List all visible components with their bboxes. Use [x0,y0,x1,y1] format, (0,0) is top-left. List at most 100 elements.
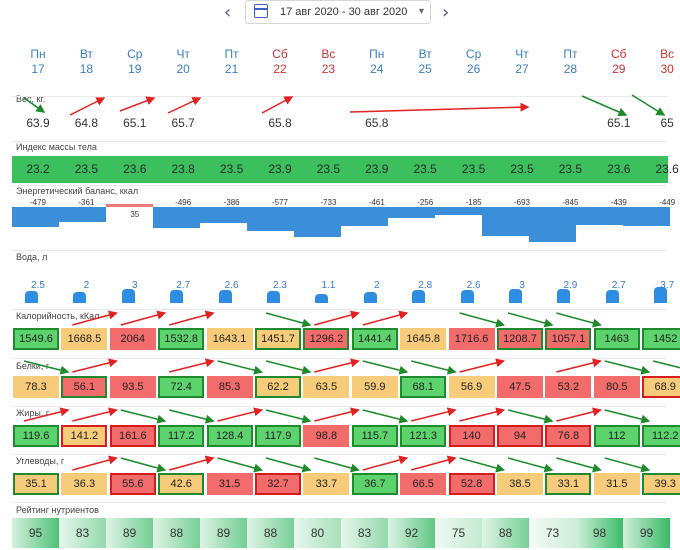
water-bar [25,290,38,303]
water-value: 2.7 [176,280,191,291]
day-number: 24 [370,62,384,76]
water-value: 2.9 [563,280,578,291]
carbs-cell: 36.3 [61,473,108,495]
trend-down-arrow [507,457,554,473]
trend-up-arrow [556,358,602,373]
fat-cell: 117.9 [255,425,301,447]
water-value: 3.7 [660,280,675,291]
calories-cell: 1643.1 [206,328,253,350]
trend-up-arrow [349,102,530,113]
energy-value: -733 [320,198,337,207]
bmi-value: 23.6 [607,162,631,176]
water-bar [170,289,184,303]
trend-down-arrow [411,360,457,375]
day-number: 23 [321,62,336,76]
water-value: 3 [519,280,525,291]
trend-down-arrow [507,409,554,424]
date-range-picker[interactable]: 17 авг 2020 - 30 авг 2020 ▾ [245,0,431,24]
trend-up-arrow [459,407,506,422]
weight-value: 63.9 [26,116,50,130]
calendar-icon [254,4,268,18]
water-value: 2.7 [611,280,626,291]
rating-cell: 83 [341,518,388,548]
fat-cell: 141.2 [61,425,108,447]
water-bar [509,289,522,303]
energy-section-label: Энергетический баланс, ккал [16,186,139,196]
energy-bar [200,207,247,223]
rating-cell: 73 [529,518,576,548]
calories-section-label: Калорийность, кКал [16,311,100,321]
day-number: 26 [466,62,481,76]
day-number: 27 [515,62,529,76]
date-navigator: ‹ 17 авг 2020 - 30 авг 2020 ▾ › [0,0,680,30]
bmi-section-label: Индекс массы тела [16,142,97,152]
energy-bar [529,207,576,242]
weight-value: 65 [660,116,674,130]
day-name: Сб [611,47,627,61]
weight-value: 65.7 [171,116,195,130]
carbs-cell: 33.7 [303,473,350,495]
bmi-band [12,156,668,183]
carbs-cell: 33.1 [545,473,592,495]
water-bar [218,290,232,303]
calories-cell: 1532.8 [158,328,205,350]
water-bar [605,289,619,303]
carbs-cell: 52.8 [448,473,495,495]
day-number: 21 [224,62,239,76]
bmi-value: 23.5 [74,162,99,176]
bmi-value: 23.5 [558,162,583,176]
divider [12,141,667,142]
carbs-section-label: Углеводы, г [16,456,65,466]
rating-cell: 80 [294,518,341,548]
water-bar [121,289,135,303]
rating-cell: 92 [388,518,435,548]
chevron-right-icon[interactable]: › [442,2,450,23]
protein-cell: 56.1 [61,376,108,398]
rating-cell: 89 [106,518,153,548]
bmi-value: 23.5 [316,162,341,176]
energy-bar [623,207,670,226]
trend-up-arrow [120,310,167,326]
water-bar [315,294,329,303]
energy-value: -439 [610,198,627,207]
calories-cell: 1716.6 [448,328,495,350]
trend-up-arrow [72,407,118,422]
water-value: 1.1 [321,280,336,291]
trend-up-arrow [556,407,602,422]
trend-down-arrow [120,409,167,424]
trend-down-arrow [120,457,167,473]
fat-cell: 94 [497,425,543,447]
water-bar [654,287,668,303]
energy-bar [482,207,529,236]
day-number: 25 [418,62,432,76]
energy-bar [576,207,623,226]
trend-down-arrow [604,457,651,473]
chevron-down-icon: ▾ [418,6,424,17]
day-name: Чт [515,47,529,61]
carbs-cell: 38.5 [497,473,543,495]
rating-cell: 95 [12,518,59,548]
trend-down-arrow [631,94,666,116]
energy-value: -577 [271,198,288,207]
protein-cell: 85.3 [206,376,253,398]
protein-section-label: Белки, г [16,361,50,371]
energy-value: -693 [513,198,530,207]
divider [12,358,667,359]
rating-section-label: Рейтинг нутриентов [16,505,99,515]
protein-cell: 68.9 [642,376,680,398]
date-range-text: 17 авг 2020 - 30 авг 2020 [280,6,408,18]
carbs-cell: 35.1 [13,473,59,495]
rating-cell: 99 [623,518,670,548]
trend-up-arrow [314,358,360,373]
day-name: Пт [563,47,578,61]
energy-value: -845 [562,198,579,207]
trend-down-arrow [265,457,312,473]
chevron-left-icon[interactable]: ‹ [224,2,232,23]
trend-up-arrow [119,96,156,112]
carbs-cell: 36.7 [351,473,398,495]
trend-down-arrow [556,457,602,473]
energy-bar [153,207,200,228]
trend-up-arrow [72,455,118,471]
protein-cell: 62.2 [255,376,301,398]
